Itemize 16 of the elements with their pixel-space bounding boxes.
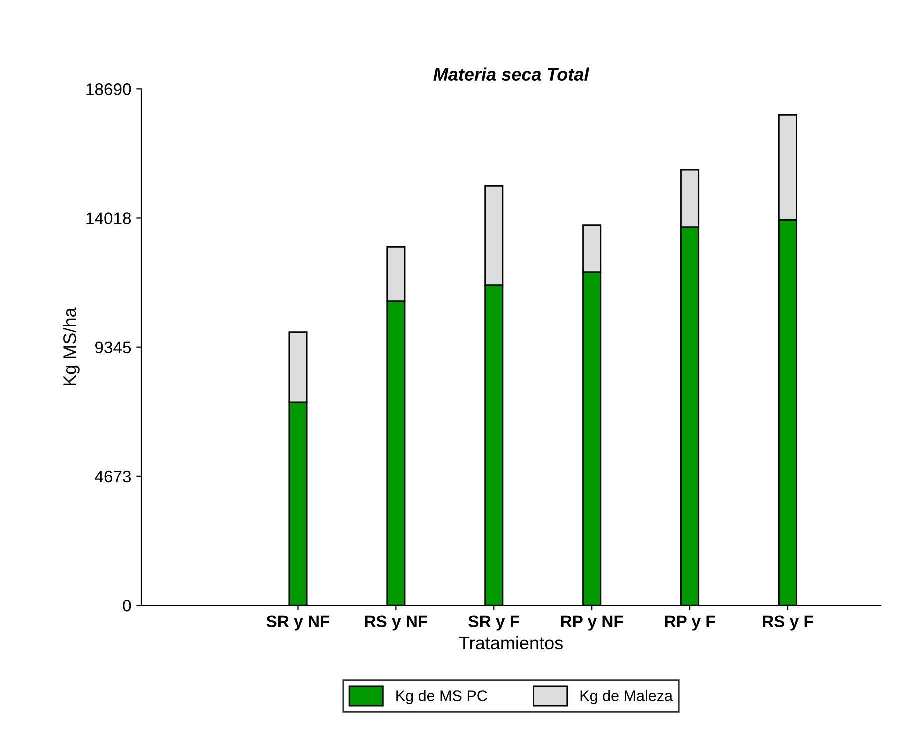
legend-label: Kg de MS PC xyxy=(396,690,488,704)
x-tick-label: SR y NF xyxy=(266,616,330,631)
y-tick-label: 4673 xyxy=(95,470,132,483)
x-tick-label: RS y F xyxy=(763,616,814,631)
x-tick-label: RP y F xyxy=(665,616,716,631)
x-tick-label: RS y NF xyxy=(365,616,428,631)
x-tick-label: RP y NF xyxy=(561,616,624,631)
x-axis-title: Tratamientos xyxy=(459,636,563,650)
y-tick-label: 14018 xyxy=(86,212,132,224)
y-axis-title: Kg MS/ha xyxy=(63,308,80,386)
y-tick-label: 9345 xyxy=(96,342,132,354)
legend-label: Kg de Maleza xyxy=(580,690,674,704)
chart-title: Materia seca Total xyxy=(434,68,590,82)
x-tick-label: SR y F xyxy=(468,616,520,631)
y-tick-label: 18690 xyxy=(86,84,132,96)
y-tick-label: 0 xyxy=(123,600,132,612)
